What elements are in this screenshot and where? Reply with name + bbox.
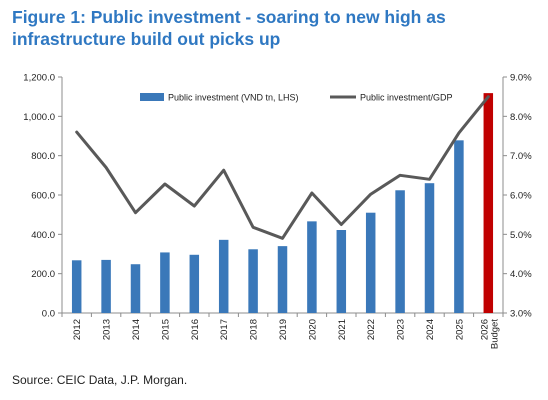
x-tick-label: 2021 [337,319,348,340]
x-tick-label: 2017 [219,319,230,340]
figure-title: Figure 1: Public investment - soaring to… [12,7,446,49]
bar [336,230,347,313]
legend-bar-swatch [140,93,164,101]
bar [101,259,111,313]
right-tick-label: 8.0% [510,112,532,123]
x-tick-label: 2014 [131,319,142,340]
left-tick-label: 200.0 [31,269,55,280]
x-tick-label: 2025 [454,319,465,340]
right-tick-label: 7.0% [510,151,532,162]
chart: 0.0 200.0 400.0 600.0 800.0 1,000.0 1,200.0 3.0… [23,73,532,350]
left-tick-label: 400.0 [31,230,55,241]
bar [130,264,141,313]
left-tick-label: 800.0 [31,151,55,162]
bar [160,252,170,313]
x-tick-label: 2026 [479,319,490,340]
left-tick-label: 0.0 [42,309,55,320]
x-tick-label: 2015 [160,319,171,340]
bar [483,93,494,313]
x-tick-label: 2022 [366,319,377,340]
x-tick-label: 2018 [249,319,260,340]
bar [365,212,376,313]
x-tick-label: 2013 [102,319,113,340]
x-tick-label: 2020 [307,319,318,340]
legend-bar-label: Public investment (VND tn, LHS) [168,93,299,103]
x-tick-label: 2023 [396,319,407,340]
bar [395,190,405,313]
x-tick-label: 2012 [72,319,83,340]
left-tick-label: 600.0 [31,191,55,202]
left-tick-label: 1,200.0 [23,73,55,84]
x-tick-label: 2024 [425,319,436,340]
left-tick-label: 1,000.0 [23,112,55,123]
right-tick-label: 4.0% [510,269,532,280]
bar [454,140,464,313]
right-tick-label: 5.0% [510,230,532,241]
bar [248,249,258,313]
bar [424,183,435,313]
x-tick-label: 2019 [278,319,289,340]
x-tick-label: Budget [489,319,500,349]
bar [189,254,200,313]
legend-line-label: Public investment/GDP [360,93,453,103]
right-tick-label: 9.0% [510,73,532,84]
bar [277,246,288,313]
source-note: Source: CEIC Data, J.P. Morgan. [12,373,188,387]
right-tick-label: 3.0% [510,309,532,320]
bar [307,221,317,313]
bar [71,260,82,313]
bar [218,239,229,313]
right-tick-label: 6.0% [510,191,532,202]
gdp-ratio-line [75,95,490,240]
x-tick-label: 2016 [190,319,201,340]
